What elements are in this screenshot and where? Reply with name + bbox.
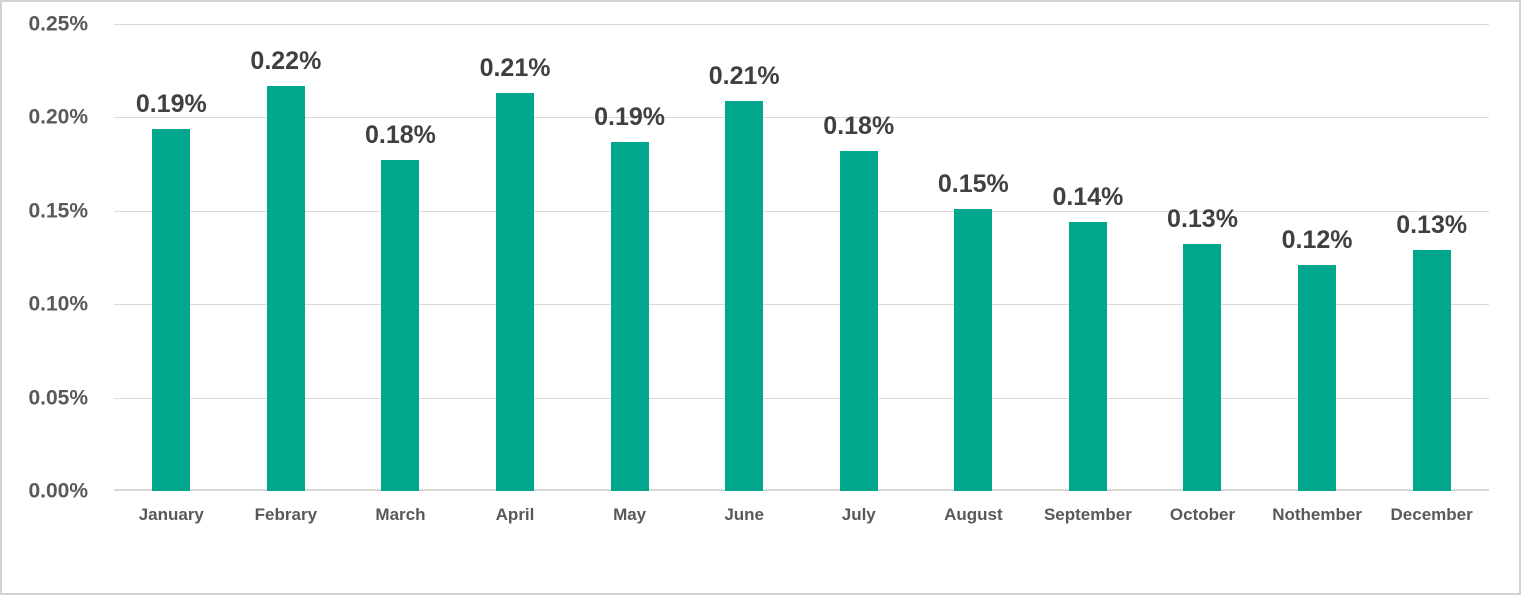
bar — [496, 93, 535, 491]
x-tick-label: July — [841, 505, 876, 524]
x-tick-label: March — [375, 505, 426, 524]
bar-slot: 0.15% — [916, 24, 1031, 491]
gridline — [114, 304, 1489, 306]
bar-slot: 0.21% — [458, 24, 573, 491]
bar-value-label: 0.21% — [708, 61, 780, 90]
y-axis: 0.00% 0.05% 0.10% 0.15% 0.20% 0.25% — [2, 2, 88, 593]
bars-row: 0.19% 0.22% 0.18% 0.21% 0.19% 0.21% 0.18% 0.15%… — [114, 24, 1489, 491]
bar — [610, 141, 649, 491]
x-axis-line — [114, 489, 1489, 491]
x-tick-label: April — [495, 505, 535, 524]
y-tick-label: 0.10% — [28, 292, 88, 316]
bar — [839, 151, 878, 491]
bar-value-label: 0.19% — [594, 102, 666, 131]
x-tick-label: Febrary — [254, 505, 318, 524]
bar-slot: 0.22% — [229, 24, 344, 491]
bar-slot: 0.18% — [801, 24, 916, 491]
bar — [954, 208, 993, 491]
bar-value-label: 0.14% — [1052, 183, 1124, 212]
x-tick-label: December — [1390, 505, 1473, 524]
bar-slot: 0.14% — [1031, 24, 1146, 491]
plot-area: 0.19% 0.22% 0.18% 0.21% 0.19% 0.21% 0.18% 0.15%… — [114, 24, 1489, 491]
bar-slot: 0.19% — [114, 24, 229, 491]
gridline — [114, 210, 1489, 212]
x-tick-label: September — [1043, 505, 1132, 524]
y-tick-label: 0.20% — [28, 105, 88, 129]
bar — [1412, 250, 1451, 491]
x-tick-label: Nothember — [1272, 505, 1362, 524]
y-tick-label: 0.05% — [28, 386, 88, 410]
bar-slot: 0.18% — [343, 24, 458, 491]
bar — [266, 85, 305, 491]
bar-value-label: 0.19% — [135, 89, 207, 118]
y-tick-label: 0.00% — [28, 479, 88, 503]
bar-value-label: 0.18% — [364, 121, 436, 150]
gridline — [114, 397, 1489, 399]
y-tick-label: 0.15% — [28, 199, 88, 223]
bar-value-label: 0.18% — [823, 112, 895, 141]
y-tick-label: 0.25% — [28, 12, 88, 36]
bar-value-label: 0.21% — [479, 54, 551, 83]
x-tick-label: August — [944, 505, 1003, 524]
bar-value-label: 0.13% — [1396, 211, 1468, 240]
bar — [725, 100, 764, 491]
gridline — [114, 24, 1489, 25]
x-axis: January Febrary March April May June July Augus… — [114, 504, 1489, 526]
bar-slot: 0.12% — [1260, 24, 1375, 491]
gridline — [114, 117, 1489, 119]
bar — [381, 160, 420, 491]
bar — [152, 128, 191, 491]
bar-slot: 0.21% — [687, 24, 802, 491]
x-tick-label: January — [138, 505, 204, 524]
bar — [1183, 244, 1222, 491]
bar-value-label: 0.12% — [1281, 225, 1353, 254]
bar-slot: 0.19% — [572, 24, 687, 491]
bar-slot: 0.13% — [1145, 24, 1260, 491]
bar-value-label: 0.22% — [250, 46, 322, 75]
x-tick-label: May — [613, 505, 647, 524]
bar-value-label: 0.13% — [1167, 205, 1238, 234]
bar-slot: 0.13% — [1374, 24, 1489, 491]
x-tick-label: October — [1169, 505, 1236, 524]
x-tick-label: June — [724, 505, 765, 524]
bar — [1068, 222, 1107, 491]
bar — [1298, 264, 1337, 491]
bar-value-label: 0.15% — [937, 169, 1009, 198]
